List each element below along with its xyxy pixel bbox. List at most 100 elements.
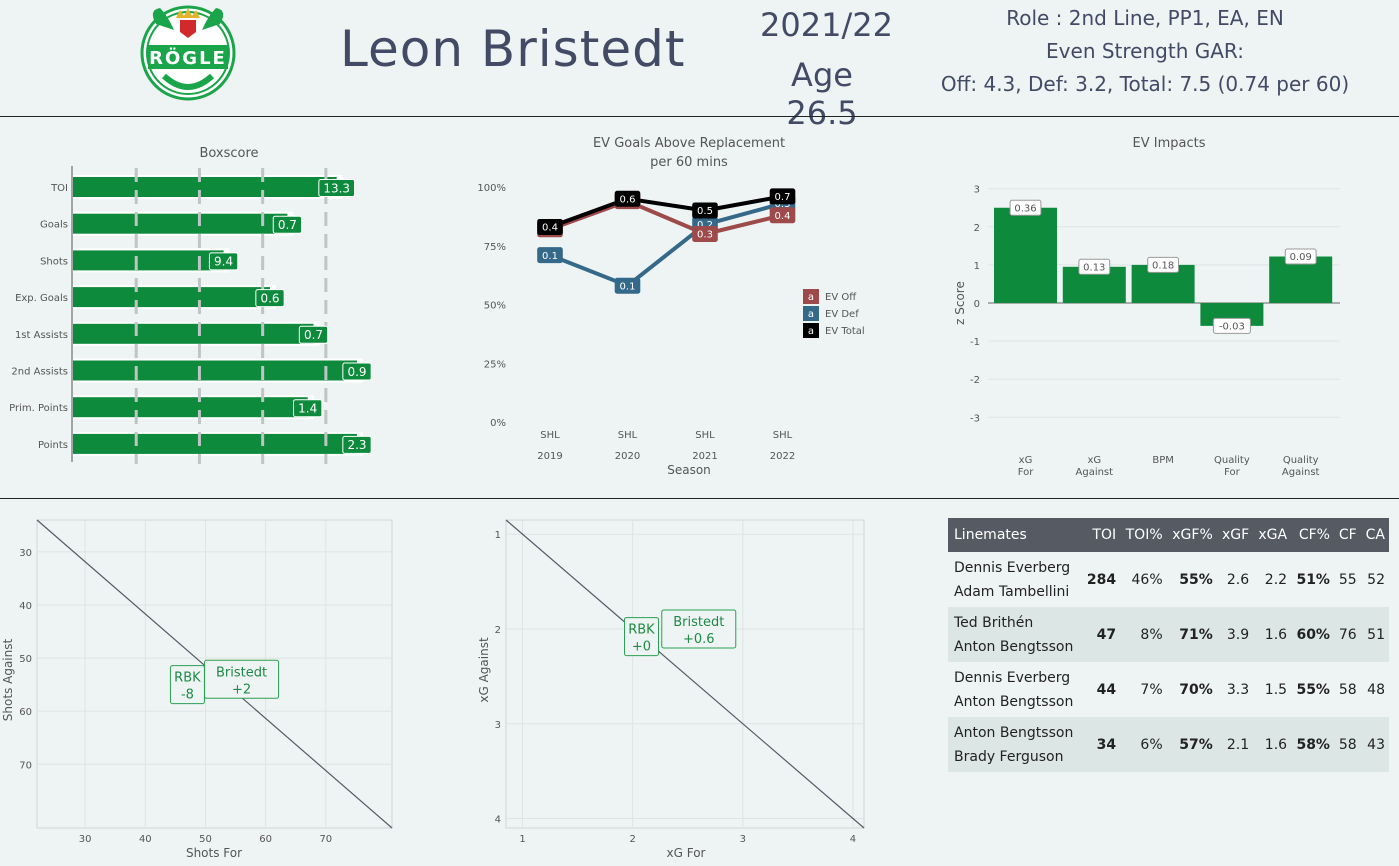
boxscore-bar-label-box xyxy=(298,325,329,344)
gar-point-label: 0.4 xyxy=(542,223,558,234)
gar-point-label: 0.2 xyxy=(697,220,713,231)
impacts-ylabel: z Score xyxy=(953,281,967,325)
linemate-1: Dennis Everberg xyxy=(954,669,1071,686)
xg-point-value: +0.6 xyxy=(683,632,715,647)
shots-xtick: 30 xyxy=(79,834,92,845)
linemate-2: Brady Ferguson xyxy=(954,748,1064,765)
shots-xtick: 50 xyxy=(199,834,212,845)
impacts-xtick-2: For xyxy=(1018,467,1035,478)
xga-cell: 1.6 xyxy=(1253,717,1292,772)
xgf-pct-cell: 55% xyxy=(1166,552,1217,607)
col-xgf: xGF xyxy=(1216,518,1254,552)
gar-point-label-box xyxy=(692,202,718,219)
impacts-ytick: -2 xyxy=(970,375,980,386)
gar-legend-label: EV Off xyxy=(825,292,857,303)
xg-point-value: +0 xyxy=(632,640,651,655)
toi-cell: 44 xyxy=(1081,662,1121,717)
shots-xlabel: Shots For xyxy=(186,846,242,860)
shots-ytick: 40 xyxy=(19,601,32,612)
col-xgf-pct: xGF% xyxy=(1166,518,1217,552)
boxscore-bar xyxy=(73,250,224,271)
xg-scatter: 1 2 3 4 1 2 3 4 Bristedt +0.6 RBK +0 xG For xG Agai… xyxy=(477,519,865,860)
boxscore-bar xyxy=(73,397,308,418)
shots-point-label: RBK xyxy=(174,671,201,686)
gar-legend-label: EV Def xyxy=(825,309,859,320)
cf-cell: 58 xyxy=(1333,717,1361,772)
gar-ytick: 50% xyxy=(484,301,506,312)
gar-ytick: 100% xyxy=(477,183,506,194)
cf-cell: 58 xyxy=(1333,662,1361,717)
linemate-1: Anton Bengtsson xyxy=(954,724,1074,741)
impacts-ytick: -3 xyxy=(970,413,980,424)
impacts-xtick-2: For xyxy=(1224,467,1241,478)
gar-xtick-league: SHL xyxy=(773,430,793,441)
xg-xtick: 2 xyxy=(629,834,635,845)
shots-ytick: 50 xyxy=(19,654,32,665)
shots-point-label: Bristedt xyxy=(216,665,267,680)
impacts-bar-label-box xyxy=(1009,199,1042,216)
impacts-bar-label: 0.18 xyxy=(1152,261,1174,272)
col-ca: CA xyxy=(1360,518,1389,552)
gar-line: Off: 4.3, Def: 3.2, Total: 7.5 (0.74 per… xyxy=(940,72,1350,96)
xgf-cell: 3.9 xyxy=(1216,607,1254,662)
xgf-pct-cell: 70% xyxy=(1166,662,1217,717)
toi-cell: 47 xyxy=(1081,607,1121,662)
boxscore-bar xyxy=(73,360,357,381)
ca-cell: 48 xyxy=(1360,662,1389,717)
gar-point-label: 0.7 xyxy=(775,192,791,203)
table-row: Ted Brithén Anton Bengtsson 47 8% 71% 3.9 1.6 6… xyxy=(948,607,1389,662)
toi-pct-cell: 8% xyxy=(1120,607,1167,662)
xgf-cell: 2.6 xyxy=(1216,552,1254,607)
boxscore-category-label: Prim. Points xyxy=(9,403,68,414)
gar-title: Even Strength GAR: xyxy=(1046,39,1244,63)
gar-xtick-year: 2019 xyxy=(537,451,562,462)
ca-cell: 52 xyxy=(1360,552,1389,607)
boxscore-bar-label-box xyxy=(293,399,323,418)
boxscore-category-label: 2nd Assists xyxy=(11,367,68,378)
gar-ytick: 25% xyxy=(484,359,506,370)
xgf-pct-cell: 71% xyxy=(1166,607,1217,662)
linemate-1: Dennis Everberg xyxy=(954,559,1071,576)
toi-pct-cell: 7% xyxy=(1120,662,1167,717)
gar-point-label-box xyxy=(614,277,641,294)
shots-xtick: 70 xyxy=(319,834,332,845)
impacts-xtick-2: Against xyxy=(1282,467,1320,478)
boxscore-bar-label: 0.9 xyxy=(347,365,366,379)
gar-point-label: 0.3 xyxy=(697,230,713,241)
gar-point-label-box xyxy=(769,188,796,205)
xg-ytick: 4 xyxy=(495,815,501,826)
gar-xtick-league: SHL xyxy=(618,430,638,441)
linemates-table: Linemates TOI TOI% xGF% xGF xGA CF% CF C… xyxy=(948,518,1389,772)
xg-ytick: 2 xyxy=(495,625,501,636)
boxscore-bar-label: 0.7 xyxy=(304,328,323,342)
boxscore-bar xyxy=(73,287,270,308)
boxscore-bar xyxy=(73,177,337,197)
rogle-logo: RÖGLE xyxy=(140,5,236,101)
gar-point-label: 0.4 xyxy=(775,211,791,222)
gar-xtick-league: SHL xyxy=(695,430,715,441)
cf-pct-cell: 51% xyxy=(1291,552,1334,607)
col-cf: CF xyxy=(1333,518,1361,552)
linemate-2: Anton Bengtsson xyxy=(954,638,1074,655)
toi-pct-cell: 46% xyxy=(1120,552,1167,607)
gar-title: EV Goals Above Replacement xyxy=(593,136,785,151)
impacts-bar-label-box xyxy=(1212,317,1251,334)
gar-legend-key xyxy=(803,289,819,304)
linemate-1: Ted Brithén xyxy=(954,614,1034,631)
xgf-cell: 3.3 xyxy=(1216,662,1254,717)
cf-cell: 55 xyxy=(1333,552,1361,607)
col-toi: TOI xyxy=(1081,518,1121,552)
boxscore-bar-label: 1.4 xyxy=(298,402,317,416)
boxscore-bar-label-box xyxy=(255,289,285,308)
impacts-bar-label-box xyxy=(1147,256,1179,273)
gar-series-line xyxy=(549,201,784,288)
logo-text: RÖGLE xyxy=(149,47,227,69)
impacts-xtick: Quality xyxy=(1214,455,1250,466)
impacts-bar-label: 0.09 xyxy=(1290,252,1312,263)
boxscore-category-label: 1st Assists xyxy=(15,330,68,341)
boxscore-category-label: Points xyxy=(38,440,68,451)
impacts-xtick-2: Against xyxy=(1076,467,1114,478)
impacts-bar-label: 0.13 xyxy=(1083,262,1105,273)
impacts-bar-label-box xyxy=(1284,248,1317,265)
